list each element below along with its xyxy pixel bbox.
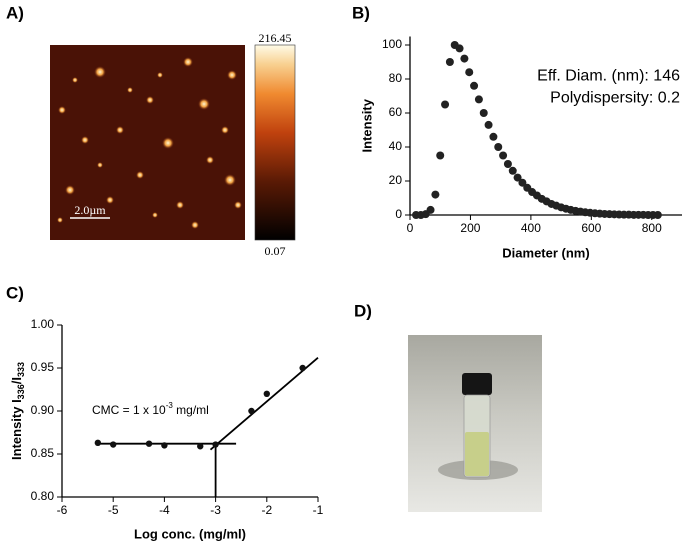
fit-line <box>209 356 319 451</box>
point <box>653 211 662 219</box>
afm-image: 2.0µm 216.45 0.07 <box>50 31 296 258</box>
x-tick-label: 400 <box>521 221 541 235</box>
y-tick-label: 20 <box>389 173 403 187</box>
x-tick-label: -5 <box>108 503 119 517</box>
colorbar-min: 0.07 <box>265 244 286 258</box>
point <box>489 132 498 141</box>
point <box>145 440 153 447</box>
annotation: Eff. Diam. (nm): 146 <box>537 68 680 85</box>
annotation-part: CMC = 1 x 10 <box>92 403 166 417</box>
point <box>161 442 168 449</box>
x-tick-label: -2 <box>261 503 272 517</box>
y-axis-label-part: Intensity I <box>9 399 24 460</box>
x-tick-label: -4 <box>159 503 170 517</box>
y-tick-label: 0.95 <box>31 360 55 374</box>
point <box>513 173 522 182</box>
annotation: CMC = 1 x 10-3 mg/ml <box>92 401 209 417</box>
point <box>426 205 435 214</box>
y-tick-label: 0.85 <box>31 446 55 460</box>
panel-label: D) <box>354 301 372 320</box>
y-axis-label-part: 333 <box>16 362 26 377</box>
x-tick-label: -6 <box>57 503 68 517</box>
point <box>470 81 479 90</box>
point <box>445 58 454 66</box>
y-tick-label: 100 <box>382 37 402 51</box>
panel-label: A) <box>6 3 24 22</box>
x-tick-label: 800 <box>642 221 662 235</box>
annotation-part: mg/ml <box>173 403 209 417</box>
point <box>508 166 517 175</box>
y-tick-label: 0.90 <box>31 403 55 417</box>
point <box>474 95 483 104</box>
point <box>248 407 255 415</box>
point <box>484 120 493 129</box>
point <box>455 44 464 53</box>
y-tick-label: 80 <box>389 71 403 85</box>
y-axis-label: Intensity I336/I333 <box>9 362 26 460</box>
y-tick-label: 60 <box>389 105 403 119</box>
y-axis-label-part: 336 <box>16 384 26 399</box>
point <box>441 100 450 109</box>
scale-bar-label: 2.0µm <box>74 203 106 217</box>
point <box>465 68 474 77</box>
x-tick-label: 0 <box>407 221 414 235</box>
point <box>503 160 512 168</box>
vial-photo <box>408 335 542 512</box>
annotation: Polydispersity: 0.2 <box>550 90 680 107</box>
point <box>212 441 219 448</box>
panel-label: C) <box>6 283 24 302</box>
point <box>299 364 306 372</box>
point <box>479 109 488 117</box>
y-tick-label: 1.00 <box>31 317 55 331</box>
y-tick-label: 0.80 <box>31 489 55 503</box>
point <box>494 143 503 151</box>
point <box>460 54 469 63</box>
y-tick-label: 0 <box>395 207 402 221</box>
x-axis-label: Log conc. (mg/ml) <box>134 526 246 541</box>
x-tick-label: 200 <box>460 221 480 235</box>
y-tick-label: 40 <box>389 139 403 153</box>
point <box>110 441 117 448</box>
point <box>263 390 270 397</box>
y-axis-label-part: /I <box>9 377 24 384</box>
point <box>197 443 204 450</box>
colorbar-max: 216.45 <box>259 31 292 45</box>
x-tick-label: 600 <box>581 221 601 235</box>
point <box>431 190 440 199</box>
point <box>499 151 508 160</box>
point <box>436 151 445 160</box>
x-tick-label: -3 <box>210 503 221 517</box>
x-axis-label: Diameter (nm) <box>502 245 589 260</box>
panel-label: B) <box>352 3 370 22</box>
point <box>518 178 527 187</box>
annotation-part: -3 <box>166 401 174 410</box>
x-tick-label: -1 <box>313 503 324 517</box>
y-axis-label: Intensity <box>359 98 374 152</box>
point <box>94 439 102 447</box>
